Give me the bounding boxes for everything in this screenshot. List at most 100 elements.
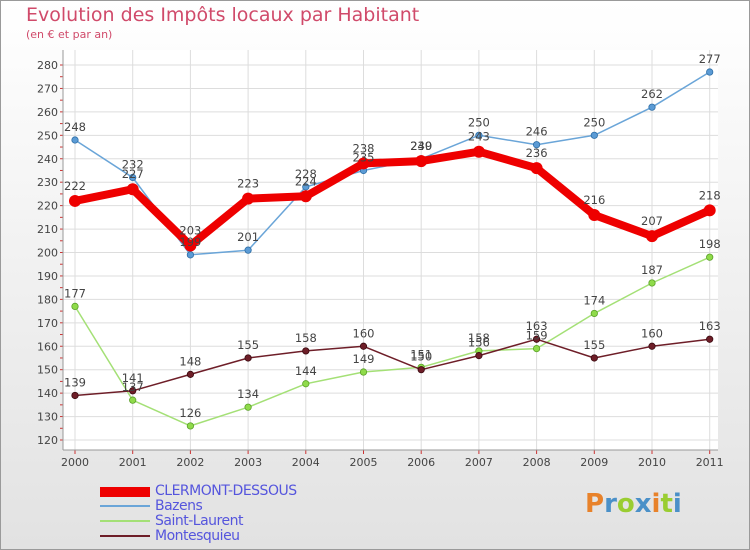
logo-letter: P xyxy=(585,489,605,519)
data-point xyxy=(244,246,252,254)
data-point xyxy=(590,131,598,139)
y-tick-label: 250 xyxy=(37,129,58,142)
data-point xyxy=(648,342,656,350)
proxiti-logo: Proxiti xyxy=(585,489,682,519)
data-label: 160 xyxy=(353,326,375,340)
data-label: 187 xyxy=(641,263,663,277)
x-tick-label: 2011 xyxy=(696,456,724,469)
series-line-3 xyxy=(74,338,711,397)
data-label: 277 xyxy=(699,52,721,66)
data-label: 150 xyxy=(410,350,432,364)
data-point xyxy=(530,162,543,175)
y-tick-label: 270 xyxy=(37,82,58,95)
x-tick-label: 2003 xyxy=(234,456,262,469)
data-point xyxy=(302,183,310,191)
data-point xyxy=(588,209,601,221)
y-tick-label: 120 xyxy=(37,434,58,447)
y-tick-label: 220 xyxy=(37,200,58,213)
data-point xyxy=(71,302,79,311)
data-label: 240 xyxy=(410,139,432,153)
legend-label: Bazens xyxy=(155,498,203,514)
data-label: 149 xyxy=(353,352,375,366)
data-label: 163 xyxy=(526,319,548,333)
data-label: 126 xyxy=(179,406,201,420)
x-tick-label: 2000 xyxy=(61,456,89,469)
y-tick-label: 170 xyxy=(37,317,58,330)
data-label: 155 xyxy=(237,338,259,352)
data-point xyxy=(706,253,714,261)
data-label: 250 xyxy=(583,115,605,129)
data-label: 151 xyxy=(410,347,432,361)
data-label: 207 xyxy=(641,214,663,228)
data-label: 198 xyxy=(699,237,721,251)
legend-swatch-montesquieu xyxy=(100,535,150,537)
data-label: 177 xyxy=(64,286,86,300)
y-tick-label: 210 xyxy=(37,223,58,236)
data-point xyxy=(129,396,137,404)
data-point xyxy=(244,403,252,411)
y-tick-label: 150 xyxy=(37,364,58,377)
data-label: 174 xyxy=(583,293,605,307)
data-label: 203 xyxy=(179,223,201,237)
logo-letter: r xyxy=(604,489,617,519)
series-line-0 xyxy=(71,147,714,250)
x-tick-label: 2004 xyxy=(292,456,320,469)
data-point xyxy=(186,422,194,430)
y-tick-label: 140 xyxy=(37,387,58,400)
data-label: 156 xyxy=(468,336,490,350)
x-tick-label: 2005 xyxy=(350,456,378,469)
legend-label: Montesquieu xyxy=(155,528,240,544)
data-point xyxy=(299,190,312,203)
x-tick-label: 2006 xyxy=(407,456,435,469)
data-point xyxy=(242,192,255,205)
logo-letter: t xyxy=(660,489,673,519)
data-point xyxy=(357,157,370,170)
data-label: 218 xyxy=(699,188,721,202)
y-tick-label: 280 xyxy=(37,59,58,72)
data-label: 227 xyxy=(122,167,144,181)
data-label: 235 xyxy=(353,150,375,164)
data-label: 159 xyxy=(526,329,548,343)
data-label: 248 xyxy=(64,120,86,134)
data-label: 141 xyxy=(122,371,144,385)
y-tick-label: 260 xyxy=(37,106,58,119)
data-point xyxy=(359,342,368,350)
x-tick-label: 2001 xyxy=(119,456,147,469)
data-point xyxy=(244,354,252,362)
y-tick-label: 160 xyxy=(37,340,58,353)
logo-letter: x xyxy=(634,489,652,519)
data-label: 224 xyxy=(295,174,317,188)
legend-label: CLERMONT-DESSOUS xyxy=(155,483,297,499)
data-label: 236 xyxy=(526,146,548,160)
data-point xyxy=(706,68,714,76)
data-point xyxy=(69,194,81,207)
x-tick-label: 2009 xyxy=(580,456,608,469)
data-label: 222 xyxy=(64,179,86,193)
data-point xyxy=(417,366,425,374)
data-point xyxy=(532,344,541,353)
data-point xyxy=(186,370,194,378)
data-point xyxy=(71,391,79,400)
data-label: 239 xyxy=(410,139,432,153)
data-label: 137 xyxy=(122,380,144,394)
x-tick-label: 2007 xyxy=(465,456,493,469)
x-tick-label: 2002 xyxy=(176,456,204,469)
data-point xyxy=(590,354,598,362)
y-tick-label: 230 xyxy=(37,176,58,189)
data-label: 223 xyxy=(237,177,259,191)
data-point xyxy=(126,183,139,196)
data-label: 250 xyxy=(468,115,490,129)
data-point xyxy=(532,335,541,343)
x-tick-label: 2010 xyxy=(638,456,666,469)
data-point xyxy=(184,239,197,252)
y-tick-label: 190 xyxy=(37,270,58,283)
data-point xyxy=(129,173,137,182)
data-point xyxy=(646,230,658,243)
data-label: 246 xyxy=(526,125,548,139)
data-label: 243 xyxy=(468,130,490,144)
data-label: 158 xyxy=(295,331,317,345)
data-label: 199 xyxy=(179,235,201,249)
data-point xyxy=(475,131,483,139)
data-label: 163 xyxy=(699,319,721,333)
